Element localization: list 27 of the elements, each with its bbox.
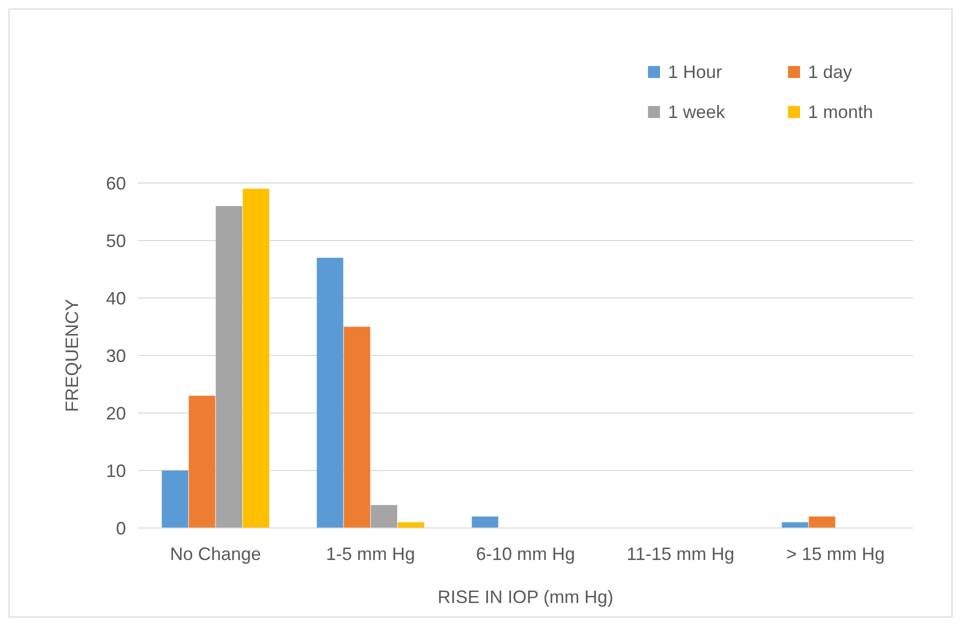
bar xyxy=(162,470,188,528)
legend-label: 1 day xyxy=(808,62,852,82)
x-tick-label: No Change xyxy=(170,544,262,564)
bar xyxy=(472,516,498,528)
bar xyxy=(216,206,242,528)
y-tick-label: 40 xyxy=(106,288,126,308)
x-tick-label: 6-10 mm Hg xyxy=(476,544,576,564)
bar xyxy=(808,516,836,528)
legend-label: 1 week xyxy=(668,102,726,122)
y-tick-label: 20 xyxy=(106,403,126,424)
bar xyxy=(188,396,216,528)
bar xyxy=(344,326,370,528)
legend-label: 1 month xyxy=(808,102,874,122)
legend-label: 1 Hour xyxy=(668,62,722,82)
y-tick-label: 0 xyxy=(116,518,126,538)
bar xyxy=(316,258,344,528)
y-tick-label: 10 xyxy=(106,460,126,481)
y-tick-label: 60 xyxy=(106,173,126,194)
bar xyxy=(370,505,398,528)
x-axis-title: RISE IN IOP (mm Hg) xyxy=(438,587,614,607)
x-tick-label: 11-15 mm Hg xyxy=(626,544,734,564)
y-tick-label: 50 xyxy=(106,230,126,251)
bar xyxy=(242,188,270,528)
x-tick-label: 1-5 mm Hg xyxy=(326,544,416,564)
y-tick-label: 30 xyxy=(106,346,126,366)
x-tick-label: > 15 mm Hg xyxy=(786,544,885,564)
y-axis-title: FREQUENCY xyxy=(62,298,82,412)
